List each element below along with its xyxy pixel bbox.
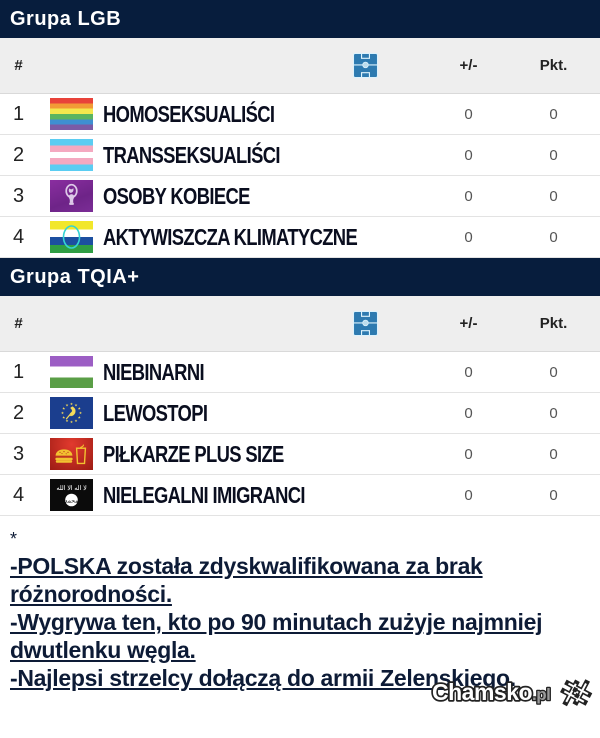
svg-text:لا اله الا الله: لا اله الا الله — [56, 485, 86, 492]
svg-text:Chamsko.pl: Chamsko.pl — [432, 679, 550, 705]
svg-text:محمد: محمد — [65, 499, 79, 505]
